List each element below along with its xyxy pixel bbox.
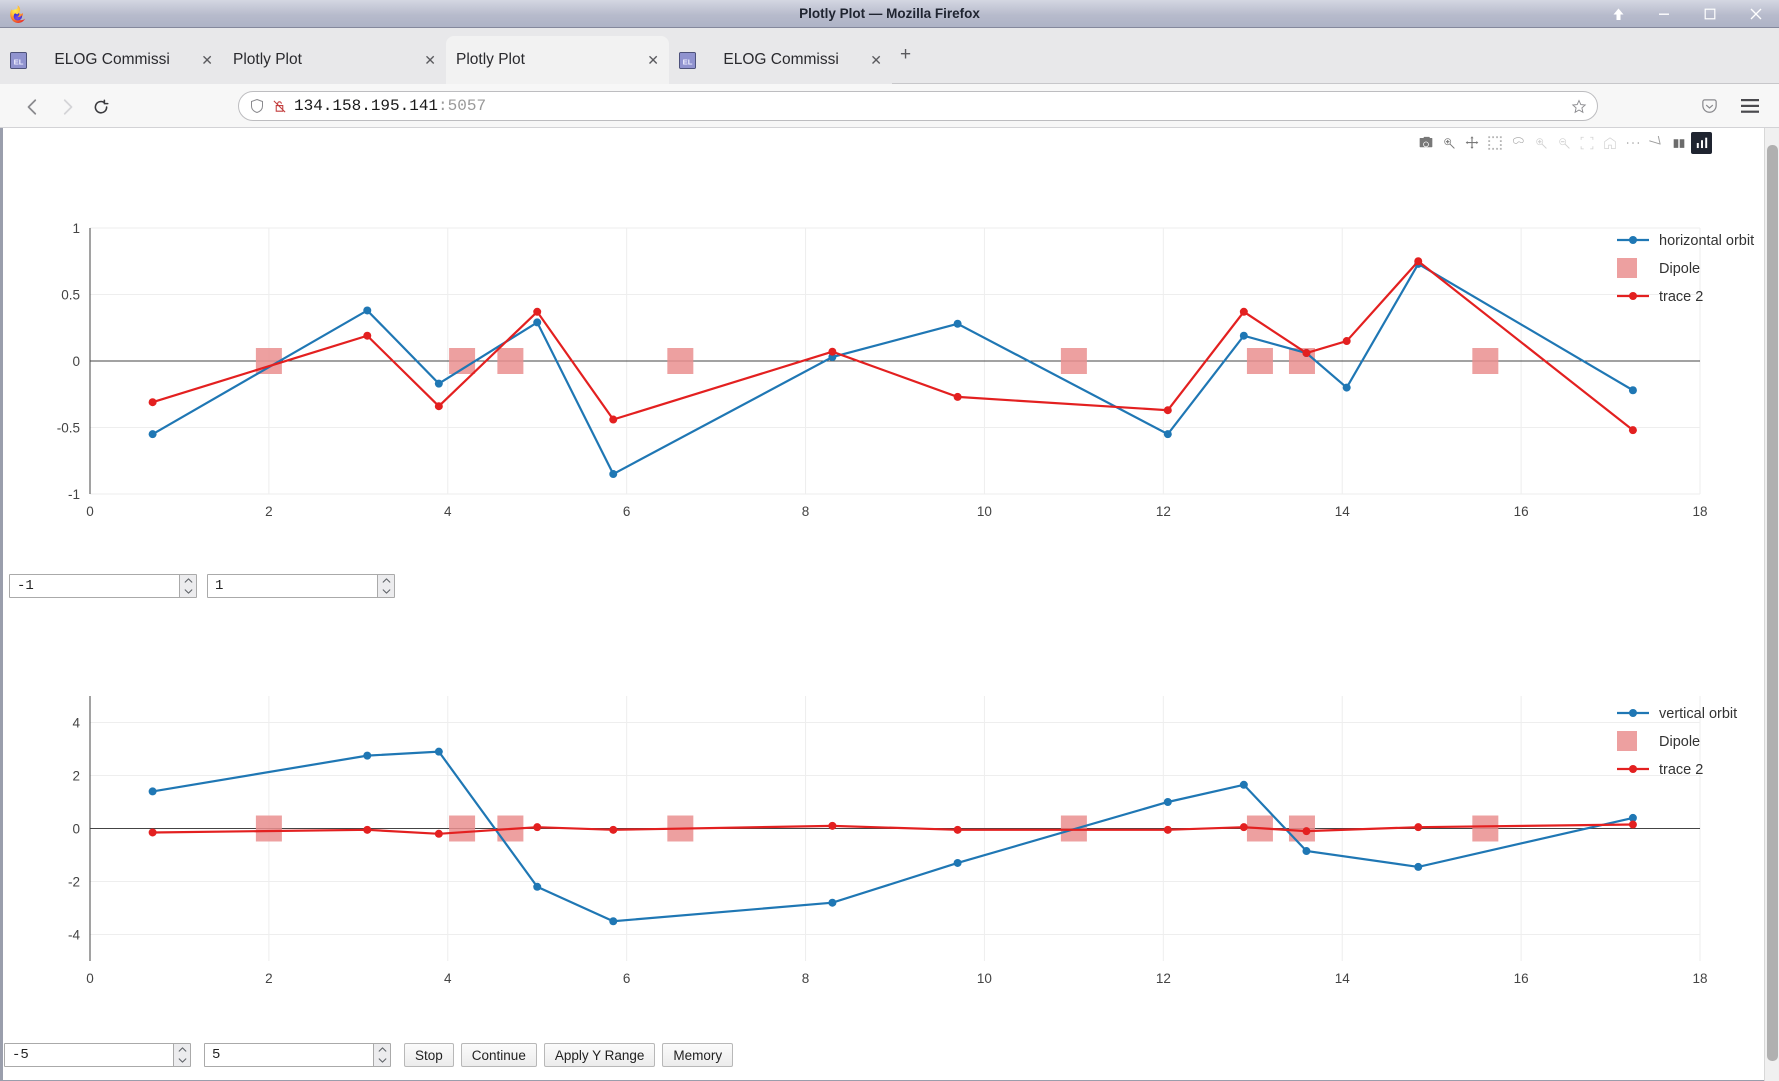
svg-text:16: 16 <box>1514 971 1529 986</box>
svg-text:6: 6 <box>623 971 631 986</box>
svg-text:Dipole: Dipole <box>1659 734 1700 750</box>
svg-text:10: 10 <box>977 971 992 986</box>
svg-text:1: 1 <box>72 221 80 236</box>
svg-text:8: 8 <box>802 504 810 519</box>
svg-text:trace 2: trace 2 <box>1659 762 1703 778</box>
svg-text:-0.5: -0.5 <box>57 421 80 436</box>
svg-text:14: 14 <box>1335 504 1351 519</box>
svg-text:EL: EL <box>14 57 24 66</box>
svg-text:-4: -4 <box>68 928 80 943</box>
svg-text:0: 0 <box>86 504 94 519</box>
svg-text:12: 12 <box>1156 971 1171 986</box>
svg-text:0.5: 0.5 <box>61 288 80 303</box>
svg-text:-2: -2 <box>68 875 80 890</box>
svg-text:8: 8 <box>802 971 810 986</box>
svg-text:14: 14 <box>1335 971 1351 986</box>
svg-text:6: 6 <box>623 504 631 519</box>
svg-text:2: 2 <box>265 504 273 519</box>
svg-text:horizontal orbit: horizontal orbit <box>1659 233 1754 249</box>
svg-text:10: 10 <box>977 504 992 519</box>
svg-text:0: 0 <box>72 822 80 837</box>
svg-text:Dipole: Dipole <box>1659 261 1700 277</box>
svg-text:18: 18 <box>1692 971 1707 986</box>
svg-text:18: 18 <box>1692 504 1707 519</box>
svg-text:4: 4 <box>72 716 80 731</box>
svg-text:2: 2 <box>265 971 273 986</box>
svg-text:EL: EL <box>683 57 693 66</box>
svg-text:0: 0 <box>86 971 94 986</box>
svg-text:2: 2 <box>72 769 80 784</box>
svg-text:4: 4 <box>444 971 452 986</box>
svg-text:vertical orbit: vertical orbit <box>1659 706 1737 722</box>
svg-text:12: 12 <box>1156 504 1171 519</box>
svg-text:4: 4 <box>444 504 452 519</box>
svg-text:16: 16 <box>1514 504 1529 519</box>
svg-text:0: 0 <box>72 354 80 369</box>
svg-text:trace 2: trace 2 <box>1659 289 1703 305</box>
svg-text:-1: -1 <box>68 487 80 502</box>
